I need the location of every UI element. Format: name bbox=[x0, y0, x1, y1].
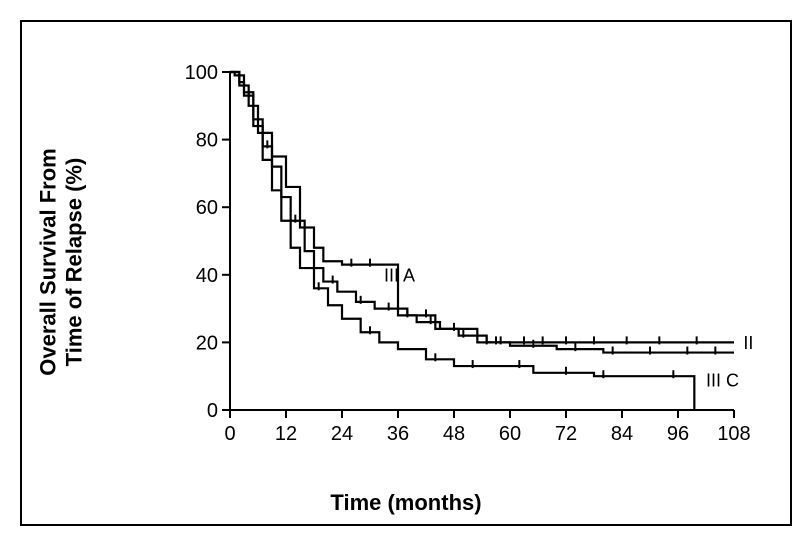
series-label-A: III A bbox=[384, 266, 415, 286]
y-tick-label: 100 bbox=[185, 62, 218, 84]
y-tick-label: 40 bbox=[196, 265, 218, 287]
plot-area: 0 12 24 36 48 60 72 84 96 108 0 20 40 60 80 100 III A III… bbox=[182, 62, 752, 462]
x-tick-label: 96 bbox=[667, 423, 689, 445]
x-tick-label: 36 bbox=[387, 423, 409, 445]
x-tick-label: 12 bbox=[275, 423, 297, 445]
chart-frame: Overall Survival From Time of Relapse (%… bbox=[20, 20, 792, 526]
x-tick-label: 84 bbox=[611, 423, 633, 445]
y-tick-label: 0 bbox=[207, 400, 218, 422]
series-C bbox=[230, 72, 694, 410]
series-A bbox=[230, 72, 734, 342]
series-label-C: III C bbox=[706, 370, 739, 390]
x-tick-label: 48 bbox=[443, 423, 465, 445]
y-tick-label: 60 bbox=[196, 197, 218, 219]
x-tick-label: 72 bbox=[555, 423, 577, 445]
y-axis-title: Overall Survival From Time of Relapse (%… bbox=[36, 148, 89, 375]
survival-plot-svg: 0 12 24 36 48 60 72 84 96 108 0 20 40 60 80 100 III A III… bbox=[182, 62, 752, 462]
y-tick-label: 20 bbox=[196, 332, 218, 354]
x-tick-label: 108 bbox=[717, 423, 750, 445]
x-axis-title: Time (months) bbox=[330, 490, 481, 516]
series-label-B: III B bbox=[743, 333, 752, 353]
y-tick-label: 80 bbox=[196, 130, 218, 152]
x-tick-label: 24 bbox=[331, 423, 353, 445]
series-B bbox=[230, 72, 734, 353]
x-tick-label: 0 bbox=[224, 423, 235, 445]
x-tick-label: 60 bbox=[499, 423, 521, 445]
